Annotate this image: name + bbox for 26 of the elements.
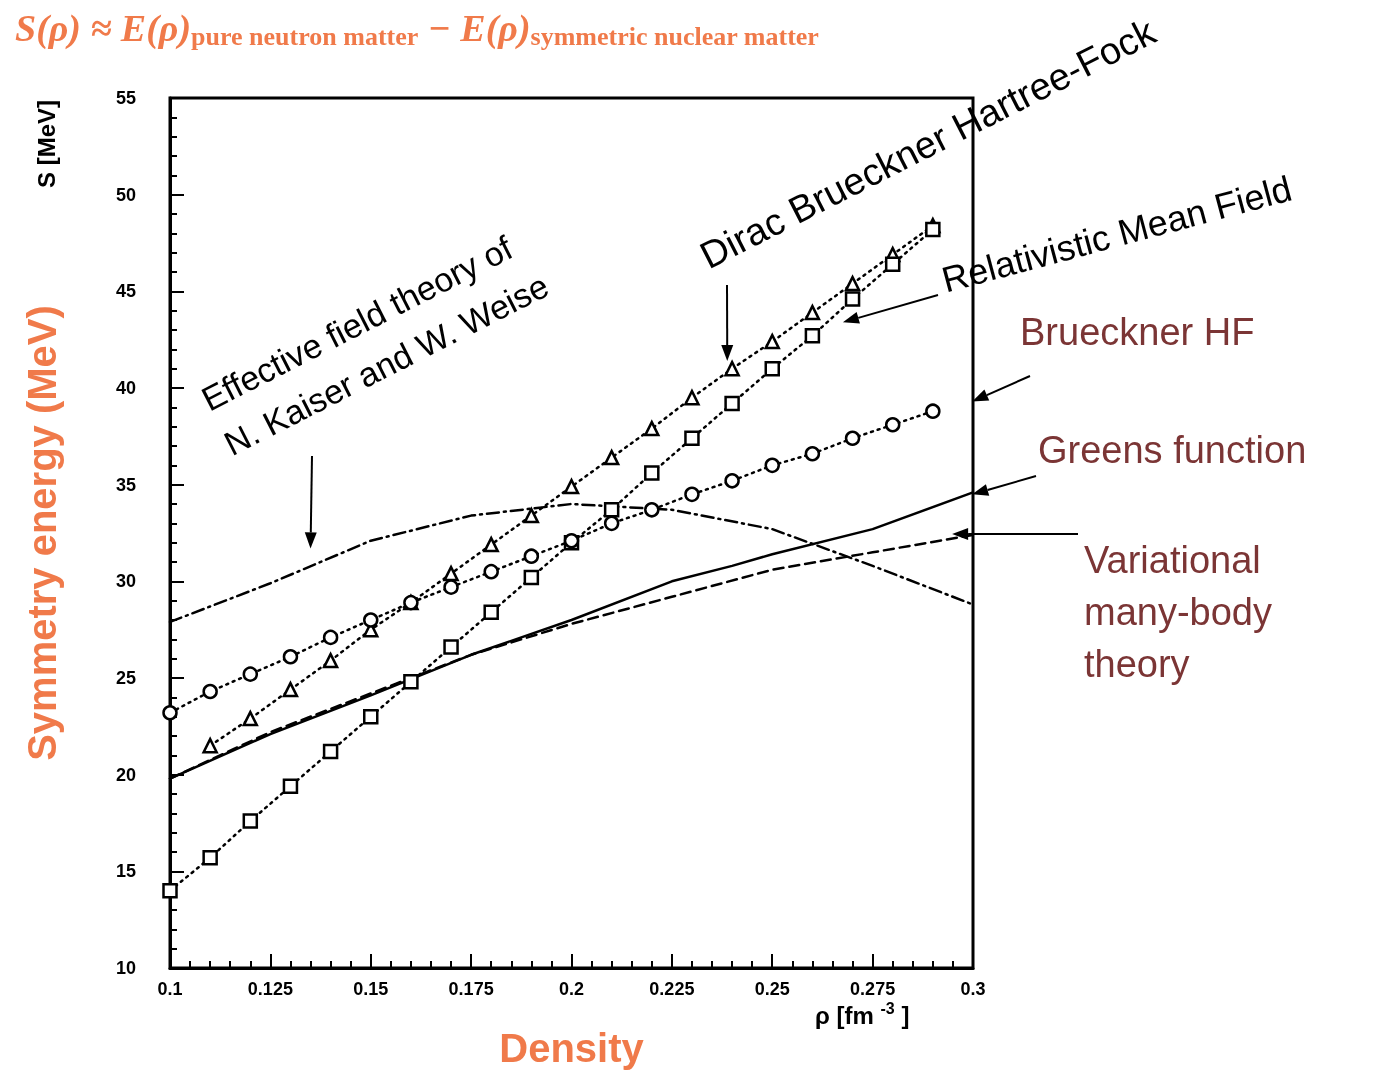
text: ρ [fm -3 ] bbox=[815, 999, 910, 1029]
y-tick-label: 10 bbox=[115, 958, 136, 978]
y-tick-label: 25 bbox=[115, 668, 136, 688]
x-tick-label: 0.15 bbox=[353, 979, 389, 999]
x-axis-title: Density bbox=[499, 1026, 645, 1070]
x-tick-label: 0.225 bbox=[649, 979, 695, 999]
text: Brueckner HF bbox=[1020, 311, 1255, 353]
y-tick-label: 50 bbox=[115, 184, 136, 205]
y-tick-label: 20 bbox=[115, 764, 136, 785]
y-tick-label: 40 bbox=[115, 378, 136, 398]
x-tick-label: 0.3 bbox=[960, 979, 986, 999]
x-tick-label: 0.175 bbox=[448, 979, 494, 999]
text: S [MeV] bbox=[32, 99, 60, 188]
x-tick-label: 0.275 bbox=[850, 979, 896, 999]
text: Variational many-body theory bbox=[1084, 539, 1272, 685]
x-tick-label: 0.125 bbox=[247, 979, 293, 999]
y-tick-label: 35 bbox=[115, 474, 136, 495]
y-tick-label: 55 bbox=[115, 88, 136, 108]
y-tick-label: 45 bbox=[115, 281, 136, 302]
x-tick-label: 0.2 bbox=[558, 979, 585, 999]
y-axis-title: Symmetry energy (MeV) bbox=[20, 305, 64, 761]
x-tick-label: 0.25 bbox=[754, 979, 790, 999]
y-tick-label: 15 bbox=[115, 861, 136, 882]
y-tick-label: 30 bbox=[115, 571, 136, 592]
x-tick-label: 0.1 bbox=[157, 979, 183, 999]
series-label: Greens function bbox=[1038, 429, 1307, 471]
